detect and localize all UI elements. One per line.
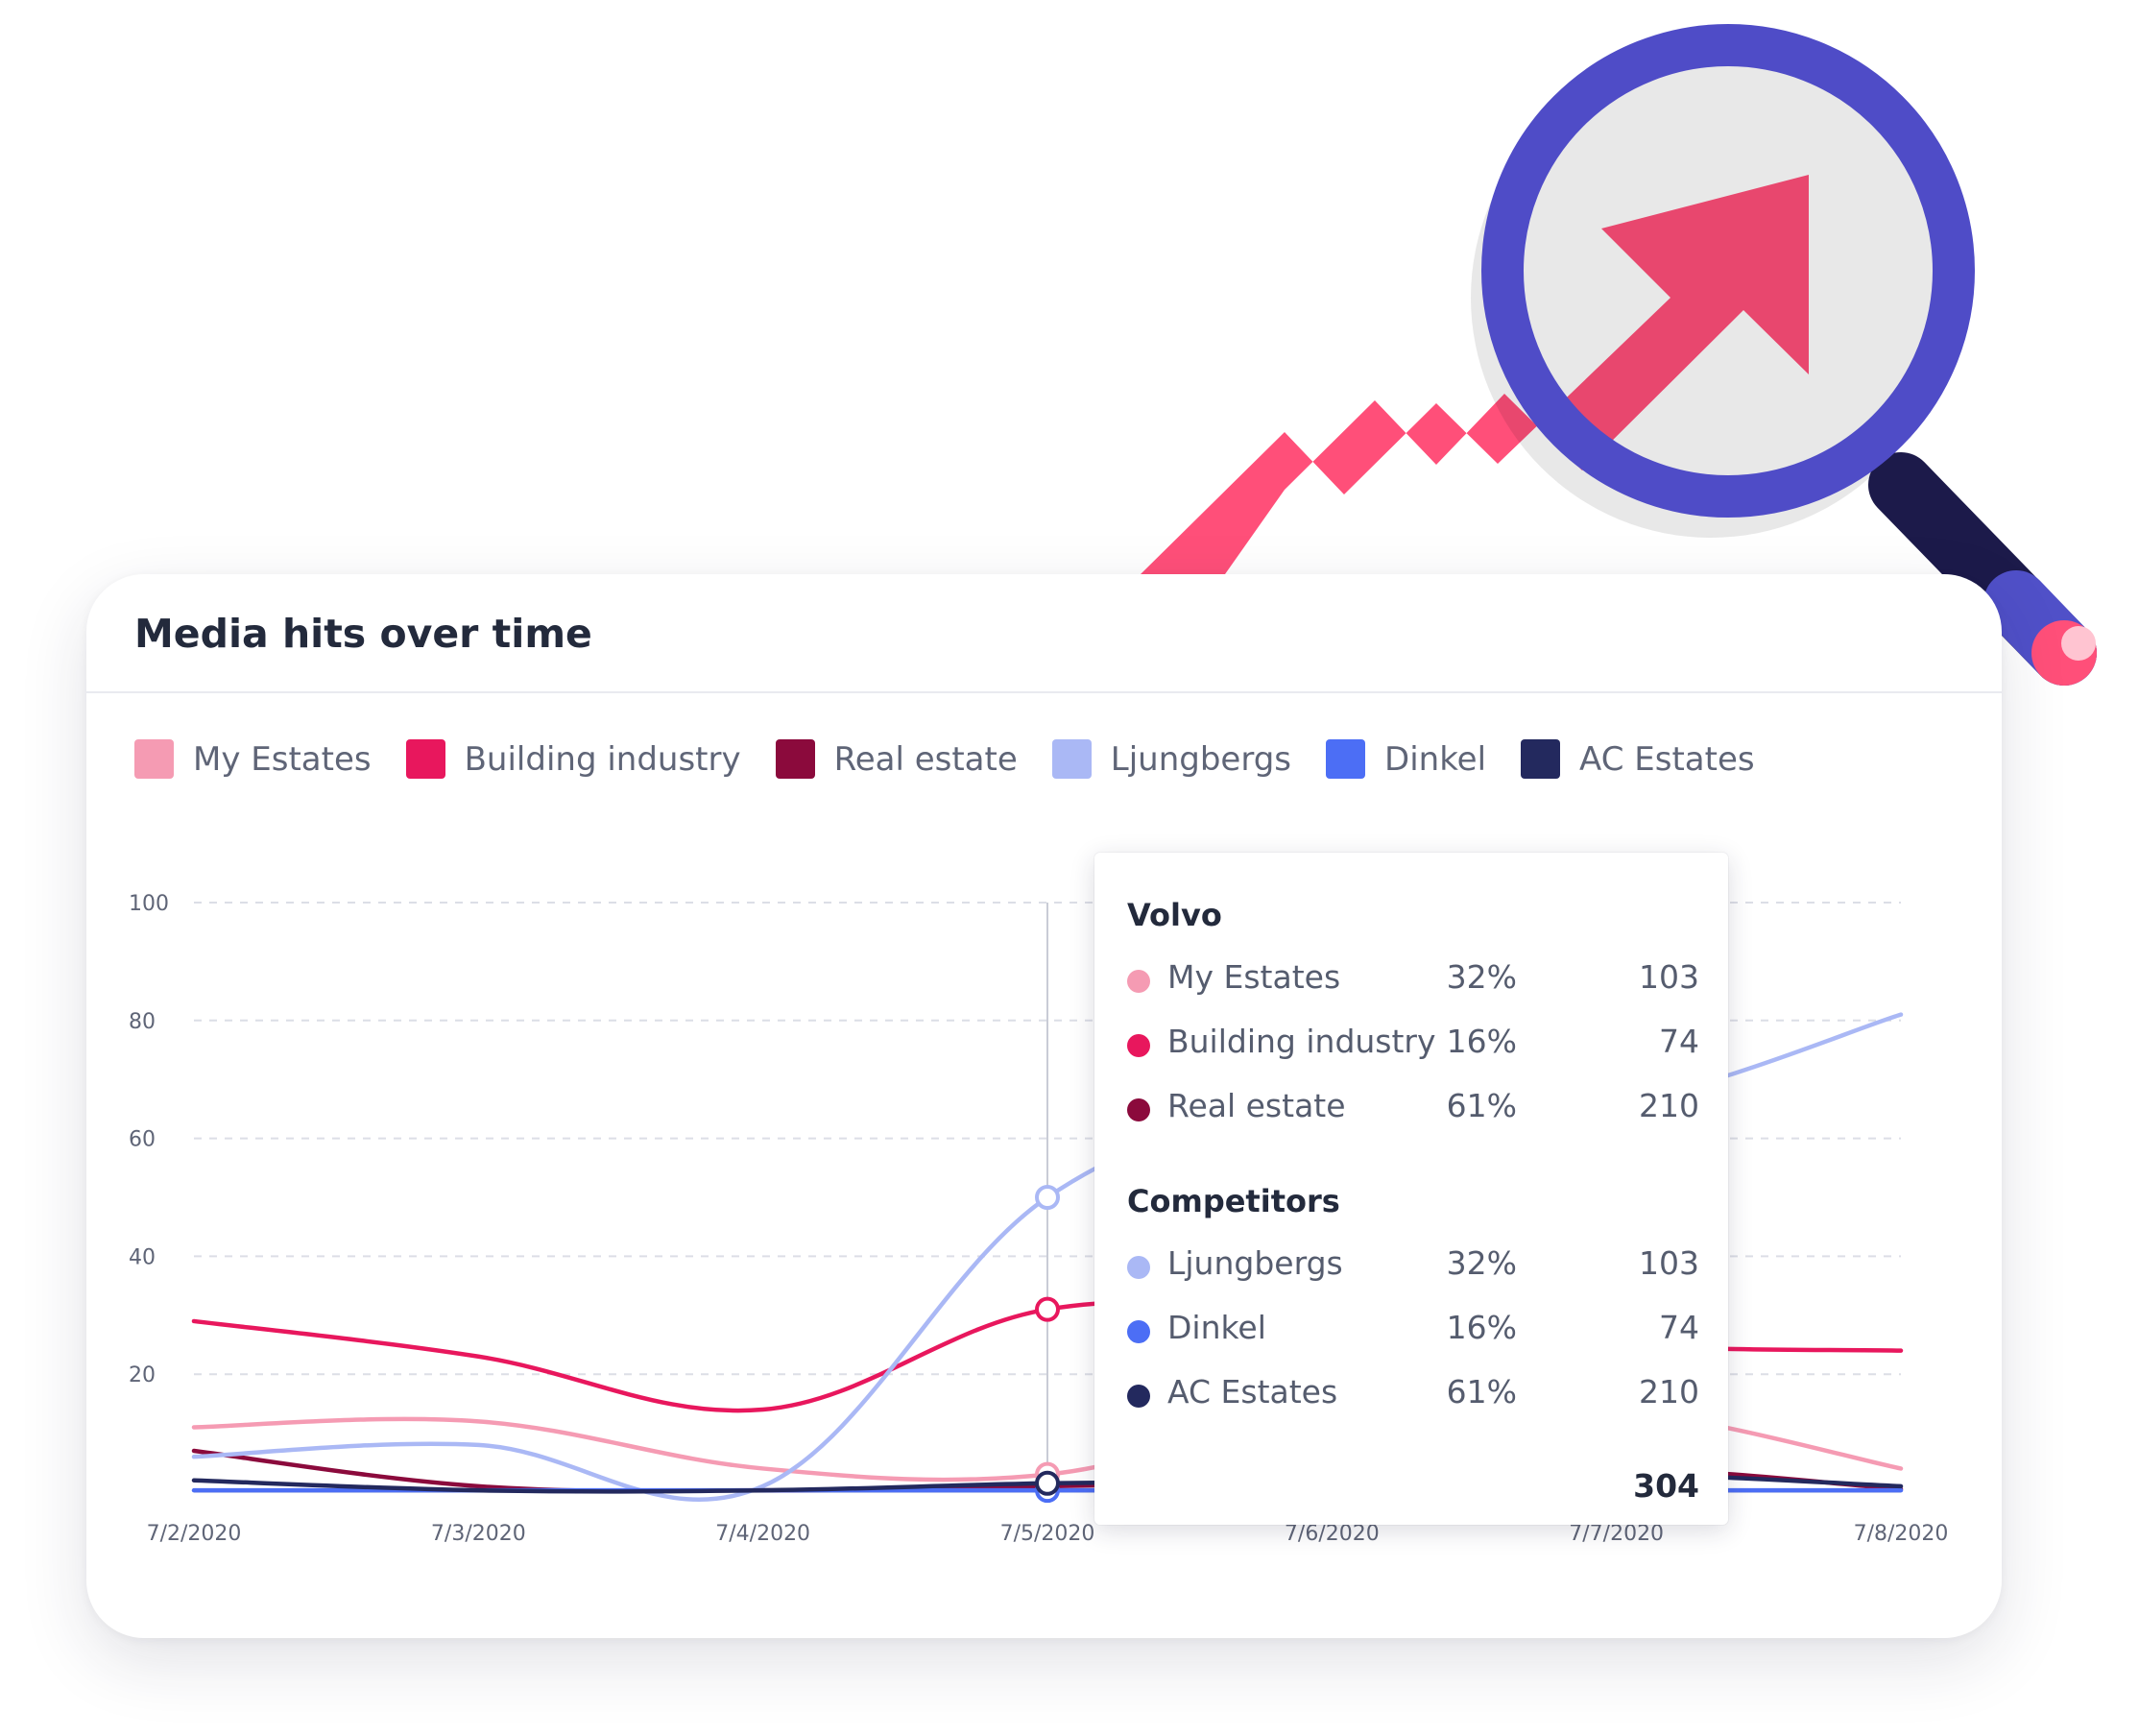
tooltip-dot [1127, 1034, 1150, 1057]
y-tick-label: 100 [129, 892, 169, 916]
tooltip-label: Building industry [1167, 1023, 1436, 1060]
y-tick-label: 80 [129, 1010, 156, 1034]
chart-tooltip: Volvo My Estates 32% 103 Building indust… [1094, 853, 1728, 1525]
media-hits-card: Media hits over time My Estates Building… [86, 574, 2002, 1638]
tooltip-group-title: Volvo [1127, 897, 1222, 933]
tooltip-percent: 16% [1446, 1023, 1517, 1060]
tooltip-value: 103 [1639, 958, 1699, 996]
trend-arrow-icon [1141, 175, 1809, 574]
card-title: Media hits over time [134, 611, 592, 657]
legend-label: Dinkel [1384, 739, 1487, 779]
tooltip-dot [1127, 970, 1150, 993]
tooltip-value: 210 [1639, 1087, 1699, 1124]
legend-label: AC Estates [1579, 739, 1755, 779]
hover-point [1035, 1296, 1060, 1322]
x-tick-label: 7/6/2020 [1285, 1522, 1380, 1546]
legend-item-dinkel[interactable]: Dinkel [1326, 739, 1486, 779]
x-tick-label: 7/8/2020 [1854, 1522, 1949, 1546]
x-axis-ticks: 7/2/2020 7/3/2020 7/4/2020 7/5/2020 7/6/2020… [147, 1522, 1949, 1546]
tooltip-percent: 32% [1446, 1244, 1517, 1282]
x-tick-label: 7/5/2020 [1000, 1522, 1095, 1546]
tooltip-label: AC Estates [1167, 1373, 1338, 1410]
tooltip-row: Building industry 16% 74 [1127, 1023, 1699, 1067]
legend-swatch [775, 739, 815, 779]
tooltip-dot [1127, 1385, 1150, 1408]
legend-swatch [134, 739, 174, 779]
tooltip-row: Dinkel 16% 74 [1127, 1309, 1699, 1353]
x-tick-label: 7/4/2020 [715, 1522, 810, 1546]
tooltip-value: 74 [1659, 1023, 1699, 1060]
tooltip-label: Ljungbergs [1167, 1244, 1343, 1282]
tooltip-label: My Estates [1167, 958, 1341, 996]
y-tick-label: 20 [129, 1363, 156, 1387]
tooltip-dot [1127, 1098, 1150, 1121]
legend-label: Building industry [464, 739, 741, 779]
chart-legend: My Estates Building industry Real estate… [134, 739, 1790, 779]
legend-item-ljungbergs[interactable]: Ljungbergs [1051, 739, 1292, 779]
tooltip-label: Dinkel [1167, 1309, 1266, 1346]
tooltip-value: 74 [1659, 1309, 1699, 1346]
legend-swatch [1326, 739, 1366, 779]
x-tick-label: 7/7/2020 [1569, 1522, 1664, 1546]
hover-markers [1035, 903, 1060, 1504]
tooltip-group-title: Competitors [1127, 1183, 1340, 1219]
legend-label: Real estate [833, 739, 1018, 779]
legend-label: Ljungbergs [1110, 739, 1292, 779]
legend-swatch [405, 739, 445, 779]
tooltip-percent: 32% [1446, 958, 1517, 996]
tooltip-row: Real estate 61% 210 [1127, 1087, 1699, 1131]
tooltip-dot [1127, 1320, 1150, 1343]
hover-point [1035, 1470, 1060, 1496]
tooltip-percent: 16% [1446, 1309, 1517, 1346]
tooltip-row: Ljungbergs 32% 103 [1127, 1244, 1699, 1289]
legend-item-building-industry[interactable]: Building industry [405, 739, 741, 779]
y-tick-label: 60 [129, 1128, 156, 1152]
tooltip-label: Real estate [1167, 1087, 1346, 1124]
hover-point [1035, 1185, 1060, 1210]
magnifier-icon [1471, 24, 2097, 686]
y-axis-ticks: 20 40 60 80 100 [129, 892, 169, 1387]
tooltip-row: AC Estates 61% 210 [1127, 1373, 1699, 1417]
legend-item-my-estates[interactable]: My Estates [134, 739, 372, 779]
tooltip-value: 210 [1639, 1373, 1699, 1410]
legend-swatch [1051, 739, 1092, 779]
x-tick-label: 7/3/2020 [431, 1522, 526, 1546]
tooltip-percent: 61% [1446, 1373, 1517, 1410]
tooltip-row: My Estates 32% 103 [1127, 958, 1699, 1002]
tooltip-percent: 61% [1446, 1087, 1517, 1124]
legend-item-ac-estates[interactable]: AC Estates [1521, 739, 1755, 779]
tooltip-total: 304 [1633, 1467, 1699, 1505]
legend-item-real-estate[interactable]: Real estate [775, 739, 1018, 779]
card-divider [86, 691, 2002, 693]
y-tick-label: 40 [129, 1245, 156, 1269]
legend-swatch [1521, 739, 1561, 779]
legend-label: My Estates [193, 739, 372, 779]
tooltip-dot [1127, 1256, 1150, 1279]
x-tick-label: 7/2/2020 [147, 1522, 242, 1546]
tooltip-value: 103 [1639, 1244, 1699, 1282]
